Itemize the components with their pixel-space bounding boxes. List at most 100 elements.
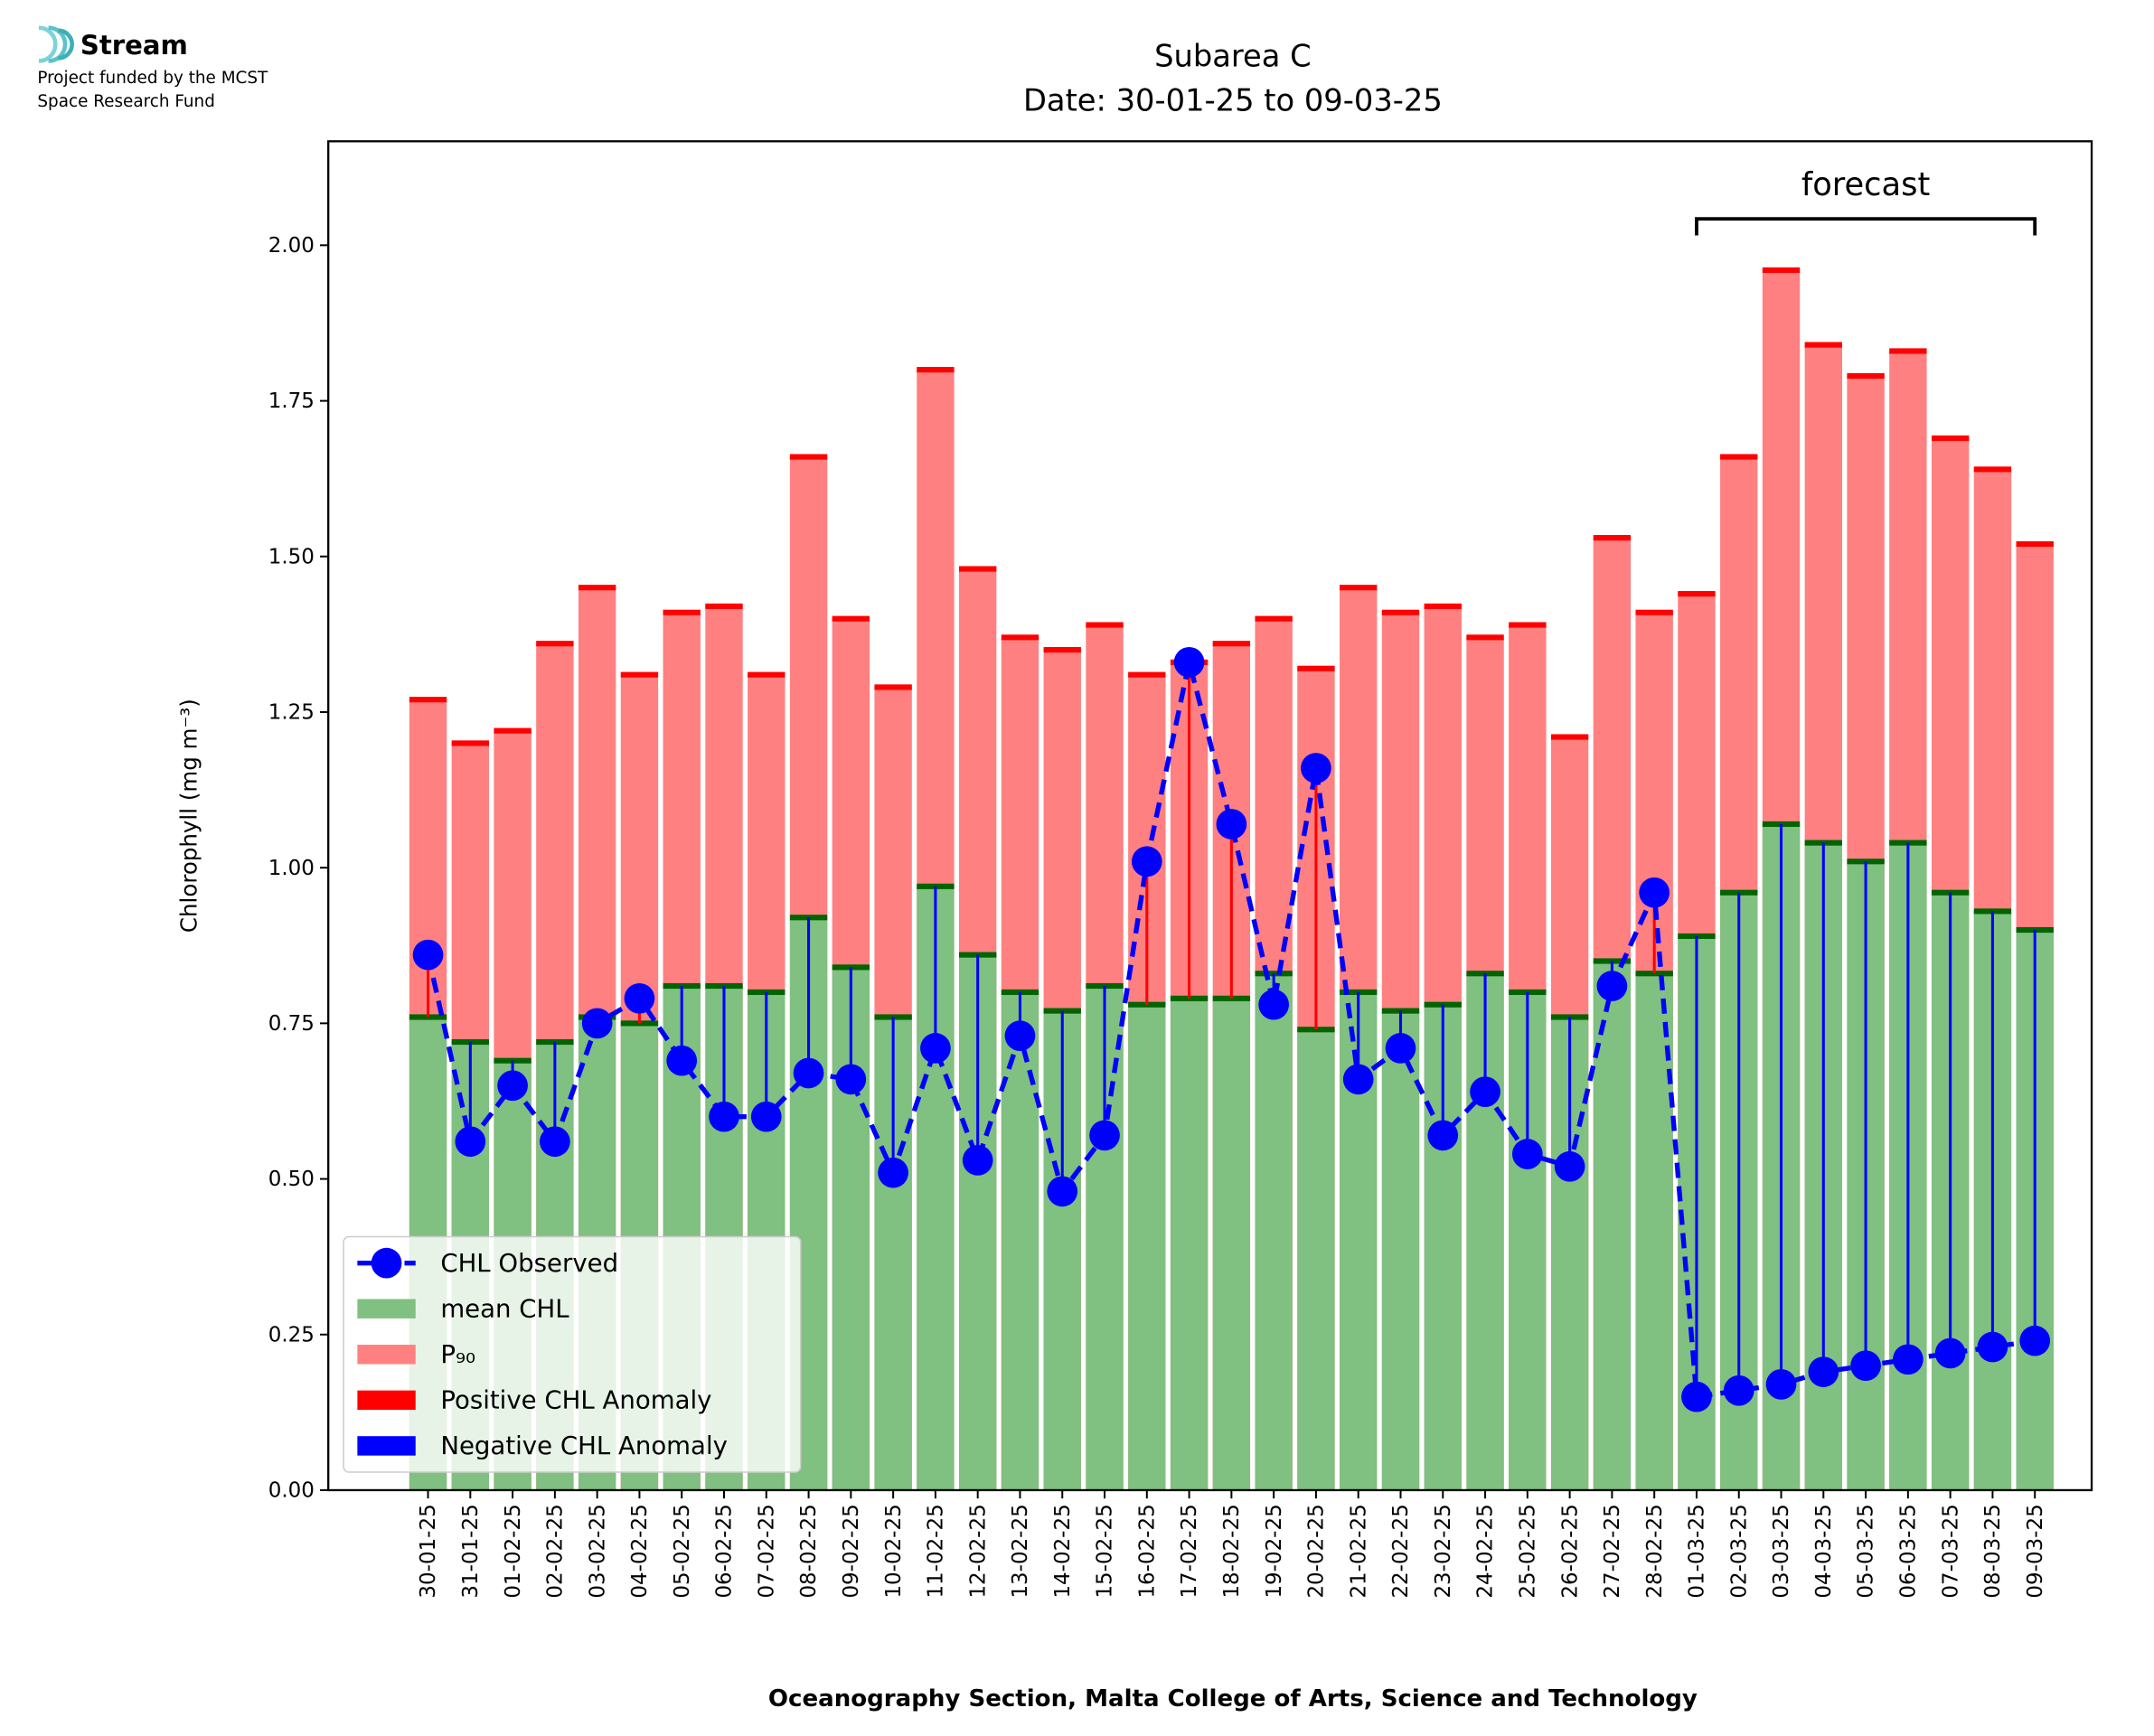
p90-cap [494, 727, 531, 734]
logo-line: Project funded by the MCST [37, 69, 268, 88]
x-tick-label: 09-03-25 [2024, 1504, 2047, 1598]
p90-cap [409, 697, 447, 703]
observed-point [1765, 1369, 1797, 1400]
observed-point [750, 1101, 782, 1132]
observed-point [455, 1126, 486, 1158]
observed-point [1173, 647, 1205, 678]
x-tick-label: 15-02-25 [1094, 1504, 1117, 1598]
y-tick-label: 1.50 [268, 545, 315, 568]
x-tick-label: 06-03-25 [1897, 1504, 1921, 1598]
legend-label: P₉₀ [440, 1339, 475, 1369]
legend-swatch [357, 1345, 416, 1365]
p90-cap [1381, 609, 1420, 615]
x-tick-label: 01-02-25 [502, 1504, 525, 1598]
p90-cap [1931, 435, 1970, 441]
x-tick-label: 04-02-25 [628, 1504, 652, 1598]
observed-point [1596, 971, 1628, 1001]
x-tick-label: 02-02-25 [544, 1504, 568, 1598]
plot-frame [327, 140, 2093, 1492]
x-tick-label: 02-03-25 [1727, 1504, 1751, 1598]
p90-cap [789, 454, 828, 460]
observed-point [624, 982, 655, 1014]
p90-cap [2016, 540, 2054, 548]
observed-point [1216, 809, 1247, 840]
x-tick-label: 05-03-25 [1855, 1504, 1878, 1598]
forecast-label: forecast [1801, 166, 1931, 203]
x-tick-label: 16-02-25 [1135, 1504, 1159, 1598]
observed-point [540, 1126, 570, 1158]
p90-cap [1086, 622, 1124, 628]
observed-point [1850, 1350, 1881, 1382]
observed-point [1342, 1064, 1374, 1095]
mean-bar [1128, 1004, 1166, 1490]
legend: CHL Observed mean CHL P₉₀ Positive CHL Anom… [343, 1235, 802, 1473]
logo-name: Stream [80, 30, 188, 61]
x-tick-label: 24-02-25 [1474, 1504, 1498, 1598]
p90-cap [451, 740, 490, 746]
observed-point [2019, 1325, 2051, 1356]
observed-point [1004, 1020, 1036, 1051]
chart-title: Subarea C [1154, 39, 1312, 74]
x-tick-label: 27-02-25 [1601, 1504, 1624, 1598]
p90-cap [1297, 665, 1335, 671]
observed-point [1681, 1381, 1712, 1412]
p90-cap [1466, 634, 1504, 641]
x-tick-label: 21-02-25 [1347, 1504, 1370, 1598]
p90-cap [1762, 267, 1801, 273]
mean-bar [1170, 998, 1209, 1490]
p90-cap [1212, 641, 1251, 647]
x-tick-label: 09-02-25 [840, 1504, 863, 1598]
x-tick-label: 07-03-25 [1939, 1504, 1962, 1598]
x-tick-label: 23-02-25 [1432, 1504, 1455, 1598]
x-tick-label: 08-03-25 [1981, 1504, 2005, 1598]
observed-point [878, 1157, 908, 1188]
chart-subtitle: Date: 30-01-25 to 09-03-25 [1023, 83, 1443, 118]
p90-cap [874, 684, 912, 690]
p90-cap [1509, 622, 1547, 628]
p90-cap [1720, 454, 1758, 460]
logo-line: Space Research Fund [37, 92, 214, 111]
forecast-bracket [1695, 217, 2037, 236]
x-tick-label: 13-02-25 [1009, 1504, 1032, 1598]
logo-icon [58, 28, 74, 61]
x-tick-label: 17-02-25 [1178, 1504, 1201, 1598]
x-tick-label: 06-02-25 [713, 1504, 737, 1598]
legend-swatch [357, 1436, 416, 1456]
mean-cap [451, 1038, 490, 1046]
observed-point [1977, 1331, 2008, 1363]
logo-icon [48, 25, 68, 63]
p90-cap [1889, 348, 1927, 354]
p90-cap [1255, 615, 1293, 622]
p90-cap [1847, 372, 1885, 380]
observed-point [1427, 1120, 1459, 1151]
x-tick-label: 10-02-25 [882, 1504, 906, 1598]
y-tick-label: 1.75 [268, 389, 315, 413]
x-tick-label: 04-03-25 [1812, 1504, 1836, 1598]
observed-point [962, 1145, 993, 1176]
p90-cap [832, 615, 870, 622]
observed-point [1301, 753, 1331, 784]
y-axis-label: Chlorophyll (mg m⁻³) [176, 699, 202, 933]
observed-point [920, 1033, 951, 1064]
x-tick-label: 19-02-25 [1263, 1504, 1286, 1598]
x-tick-label: 05-02-25 [671, 1504, 694, 1598]
x-tick-label: 11-02-25 [925, 1504, 948, 1598]
observed-point [793, 1057, 824, 1089]
observed-point [1934, 1337, 1966, 1369]
p90-cap [1973, 466, 2012, 473]
p90-cap [1678, 591, 1716, 597]
p90-cap [705, 603, 743, 609]
x-tick-label: 20-02-25 [1305, 1504, 1329, 1598]
legend-label: CHL Observed [440, 1248, 618, 1278]
observed-point [1131, 846, 1162, 877]
mean-cap [536, 1038, 574, 1046]
observed-point [1089, 1120, 1120, 1151]
mean-bar [1297, 1029, 1335, 1490]
legend-swatch [357, 1299, 416, 1318]
p90-cap [620, 671, 659, 678]
x-tick-label: 31-01-25 [459, 1504, 483, 1598]
p90-cap [748, 671, 785, 678]
p90-cap [1593, 535, 1632, 541]
observed-point [412, 939, 444, 971]
